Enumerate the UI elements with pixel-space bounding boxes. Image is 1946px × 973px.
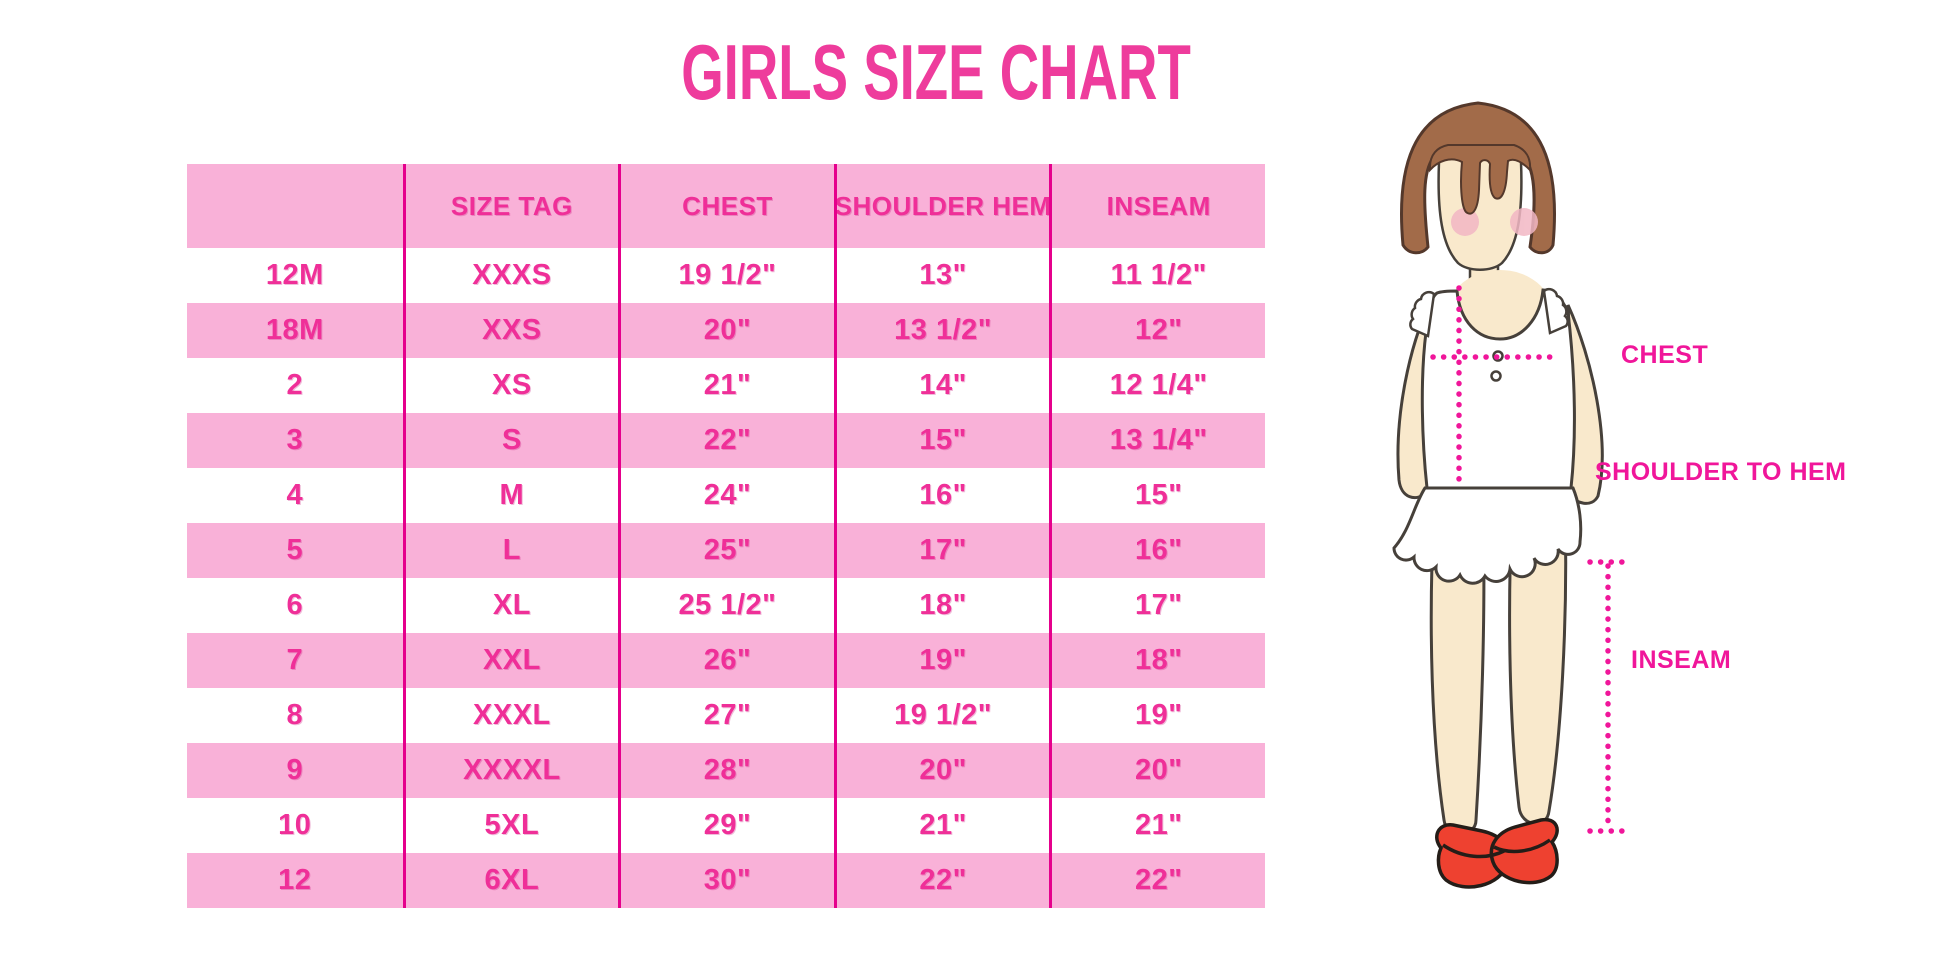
table-cell: XXXXL (402, 743, 619, 798)
girl-shoulder-ruffles (1409, 287, 1569, 338)
header-cell-chest: CHEST (618, 164, 834, 248)
table-cell: 11 1/2" (1049, 248, 1265, 303)
table-cell: 8 (286, 699, 304, 731)
girl-blush (1451, 208, 1538, 236)
page-title: GIRLS SIZE CHART (681, 28, 1191, 116)
table-cell: XXXS (402, 248, 619, 303)
table-cell: 12M (265, 259, 324, 291)
table-cell: 2 (286, 369, 304, 401)
table-cell: 30" (618, 853, 834, 908)
table-cell: 9 (286, 754, 304, 786)
table-cell: 29" (618, 798, 834, 853)
table-cell: XS (402, 358, 619, 413)
table-row: 3 S 22" 15" 13 1/4" (187, 413, 1265, 468)
header-cell-size-tag: SIZE TAG (402, 164, 619, 248)
table-cell: 20" (1049, 743, 1265, 798)
table-body: 12M XXXS 19 1/2" 13" 11 1/2" 18M XXS 20" 13 1/2"… (187, 248, 1265, 908)
table-cell: 16" (1049, 523, 1265, 578)
header-cell-shoulder-hem: SHOULDER HEM (833, 164, 1049, 248)
table-cell: 25 1/2" (618, 578, 834, 633)
table-cell: 25" (618, 523, 834, 578)
inseam-label: INSEAM (1631, 646, 1732, 674)
table-cell: M (402, 468, 619, 523)
table-cell: 28" (618, 743, 834, 798)
girl-bangs (1428, 144, 1532, 215)
girl-legs (1429, 508, 1568, 835)
table-cell: 24" (618, 468, 834, 523)
table-header-row: SIZE TAG CHEST SHOULDER HEM INSEAM (187, 164, 1265, 248)
header-cell-blank (187, 164, 403, 248)
girls-size-table: SIZE TAG CHEST SHOULDER HEM INSEAM 12M XX… (187, 164, 1265, 908)
table-cell: 16" (833, 468, 1050, 523)
table-cell: L (402, 523, 619, 578)
table-cell: 6 (286, 589, 304, 621)
table-cell: 19" (1049, 688, 1265, 743)
table-cell: 17" (1049, 578, 1265, 633)
table-row: 5 L 25" 17" 16" (187, 523, 1265, 578)
table-cell: 21" (1049, 798, 1265, 853)
table-cell: 21" (618, 358, 834, 413)
girl-head (1399, 101, 1557, 271)
table-cell: 3 (286, 424, 304, 456)
table-cell: 22" (618, 413, 834, 468)
table-cell: 5 (286, 534, 304, 566)
girl-illustration (1392, 101, 1626, 889)
table-cell: 27" (618, 688, 834, 743)
table-row: 6 XL 25 1/2" 18" 17" (187, 578, 1265, 633)
girl-skirt (1392, 486, 1583, 585)
table-cell: 22" (1049, 853, 1265, 908)
table-cell: 21" (833, 798, 1050, 853)
header-cell-inseam: INSEAM (1049, 164, 1265, 248)
table-cell: 15" (833, 413, 1050, 468)
table-cell: 12" (1049, 303, 1265, 358)
table-cell: 19 1/2" (833, 688, 1050, 743)
chest-label: CHEST (1621, 341, 1709, 369)
table-cell: 20" (618, 303, 834, 358)
table-cell: 13" (833, 248, 1050, 303)
shoulder-to-hem-label: SHOULDER TO HEM (1595, 458, 1847, 486)
table-cell: XXL (402, 633, 619, 688)
table-row: 10 5XL 29" 21" 21" (187, 798, 1265, 853)
table-cell: S (402, 413, 619, 468)
table-row: 4 M 24" 16" 15" (187, 468, 1265, 523)
table-cell: 19 1/2" (618, 248, 834, 303)
table-cell: 15" (1049, 468, 1265, 523)
table-row: 2 XS 21" 14" 12 1/4" (187, 358, 1265, 413)
table-cell: 18" (833, 578, 1050, 633)
table-cell: 14" (833, 358, 1050, 413)
table-cell: 20" (833, 743, 1050, 798)
table-cell: 13 1/4" (1049, 413, 1265, 468)
table-cell: XL (402, 578, 619, 633)
table-row: 12M XXXS 19 1/2" 13" 11 1/2" (187, 248, 1265, 303)
table-cell: 7 (286, 644, 304, 676)
table-cell: 13 1/2" (833, 303, 1050, 358)
table-cell: 4 (286, 479, 304, 511)
table-cell: 22" (833, 853, 1050, 908)
table-row: 8 XXXL 27" 19 1/2" 19" (187, 688, 1265, 743)
table-row: 12 6XL 30" 22" 22" (187, 853, 1265, 908)
table-cell: 18M (265, 314, 324, 346)
table-cell: 12 (278, 864, 312, 896)
table-cell: XXXL (402, 688, 619, 743)
table-cell: 26" (618, 633, 834, 688)
girl-shoes (1435, 817, 1559, 889)
table-row: 9 XXXXL 28" 20" 20" (187, 743, 1265, 798)
table-cell: 19" (833, 633, 1050, 688)
table-cell: 5XL (402, 798, 619, 853)
table-cell: 10 (278, 809, 312, 841)
table-cell: XXS (402, 303, 619, 358)
table-row: 7 XXL 26" 19" 18" (187, 633, 1265, 688)
table-cell: 6XL (402, 853, 619, 908)
girl-hair-back (1399, 101, 1557, 255)
table-cell: 17" (833, 523, 1050, 578)
table-row: 18M XXS 20" 13 1/2" 12" (187, 303, 1265, 358)
table-cell: 18" (1049, 633, 1265, 688)
table-cell: 12 1/4" (1049, 358, 1265, 413)
